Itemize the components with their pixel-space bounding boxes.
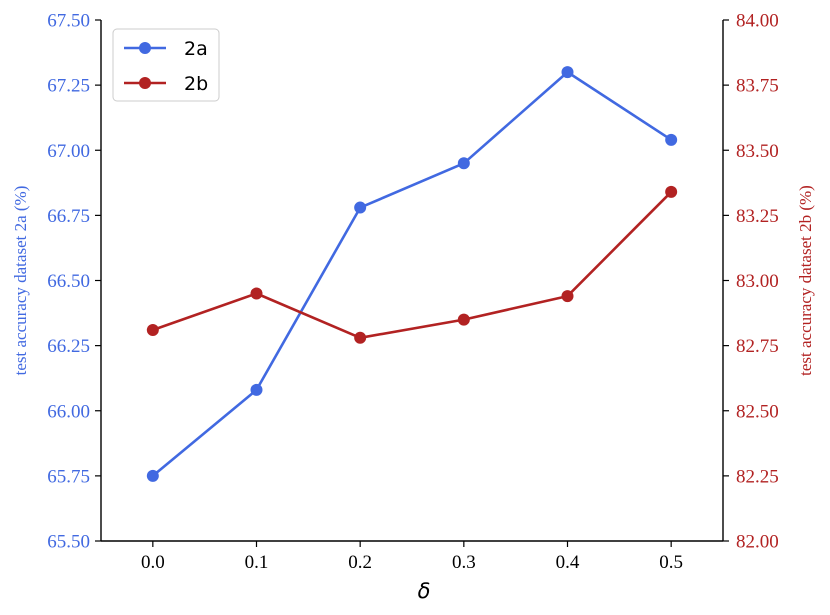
legend-marker-2b (139, 77, 151, 89)
right-axis-ticks: 82.00 82.25 82.50 82.75 83.00 83.25 83.50 83.75… (723, 11, 779, 553)
x-tick-label: 0.1 (245, 552, 269, 573)
x-tick-label: 0.0 (141, 552, 165, 573)
x-tick-label: 0.5 (659, 552, 683, 573)
left-tick-label: 67.00 (47, 141, 90, 162)
data-point-2b (146, 323, 159, 336)
right-tick-label: 83.75 (736, 76, 779, 97)
left-tick-label: 65.75 (47, 466, 90, 487)
left-tick-label: 67.25 (47, 76, 90, 97)
right-tick-label: 82.75 (736, 336, 779, 357)
x-axis-ticks: 0.0 0.1 0.2 0.3 0.4 0.5 (141, 541, 683, 573)
right-tick-label: 82.25 (736, 466, 779, 487)
legend-label-2b: 2b (184, 73, 208, 95)
data-point-2a (561, 66, 574, 79)
series-line-2b (152, 190, 673, 340)
data-point-2b (561, 290, 574, 303)
data-point-2a (354, 201, 367, 214)
x-tick-label: 0.4 (556, 552, 580, 573)
left-axis-label: test accuracy dataset 2a (%) (11, 186, 30, 376)
legend: 2a 2b (112, 28, 220, 102)
right-tick-label: 83.25 (736, 206, 779, 227)
series-line-2a (151, 70, 672, 477)
x-tick-label: 0.3 (452, 552, 476, 573)
x-tick-label: 0.2 (348, 552, 372, 573)
right-tick-label: 83.00 (736, 271, 779, 292)
data-point-2b (250, 287, 263, 300)
left-tick-label: 66.50 (47, 271, 90, 292)
left-tick-label: 66.00 (47, 401, 90, 422)
series-group (146, 66, 678, 482)
data-point-2b (354, 331, 367, 344)
left-tick-label: 66.25 (47, 336, 90, 357)
right-tick-label: 82.50 (736, 401, 779, 422)
data-point-2a (146, 469, 159, 482)
left-tick-label: 65.50 (47, 532, 90, 553)
legend-marker-2a (139, 42, 151, 54)
data-point-2a (457, 157, 470, 170)
left-axis-ticks: 65.50 65.75 66.00 66.25 66.50 66.75 67.00 67.25… (47, 11, 101, 553)
data-point-2b (665, 185, 678, 198)
right-tick-label: 82.00 (736, 532, 779, 553)
left-tick-label: 67.50 (47, 11, 90, 32)
right-tick-label: 83.50 (736, 141, 779, 162)
data-point-2a (665, 133, 678, 146)
right-axis-label: test accuracy dataset 2b (%) (796, 185, 815, 376)
right-tick-label: 84.00 (736, 11, 779, 32)
data-point-2a (250, 383, 263, 396)
left-tick-label: 66.75 (47, 206, 90, 227)
data-point-2b (457, 313, 470, 326)
legend-label-2a: 2a (184, 38, 208, 60)
x-axis-label: δ (418, 579, 431, 603)
